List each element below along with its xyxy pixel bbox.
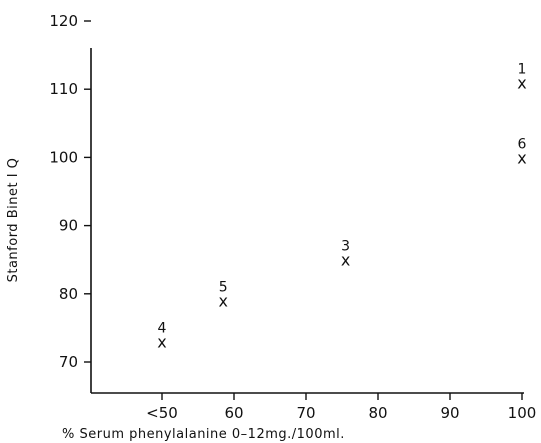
x-tick-label: 90 xyxy=(440,404,459,422)
x-tick-label: <50 xyxy=(146,404,178,422)
data-point-label: 4 xyxy=(158,321,167,337)
data-point-marker: x xyxy=(517,73,526,92)
data-point-label: 1 xyxy=(518,61,527,77)
data-point-marker: x xyxy=(341,251,350,270)
data-point-marker: x xyxy=(218,292,227,311)
y-tick-label: 80 xyxy=(59,285,78,303)
data-point-label: 5 xyxy=(219,280,228,296)
y-tick-label: 90 xyxy=(59,217,78,235)
x-axis-title: % Serum phenylalanine 0–12mg./100ml. xyxy=(62,427,345,442)
x-tick-label: 80 xyxy=(368,404,387,422)
data-point-marker: x xyxy=(157,333,166,352)
y-axis-title: Stanford Binet I Q xyxy=(6,158,21,283)
y-tick-label: 70 xyxy=(59,353,78,371)
y-tick-label: 100 xyxy=(49,148,78,166)
data-point-marker: x xyxy=(517,148,526,167)
y-tick-label: 110 xyxy=(49,80,78,98)
y-tick-label: 120 xyxy=(49,12,78,30)
x-axis-ticks: <50 60 70 80 90 100 xyxy=(146,393,536,422)
x-tick-label: 70 xyxy=(296,404,315,422)
data-point-label: 3 xyxy=(341,239,350,255)
x-tick-label: 100 xyxy=(508,404,537,422)
y-axis-ticks: 70 80 90 100 110 120 xyxy=(49,12,91,371)
data-point-label: 6 xyxy=(518,136,527,152)
x-tick-label: 60 xyxy=(224,404,243,422)
